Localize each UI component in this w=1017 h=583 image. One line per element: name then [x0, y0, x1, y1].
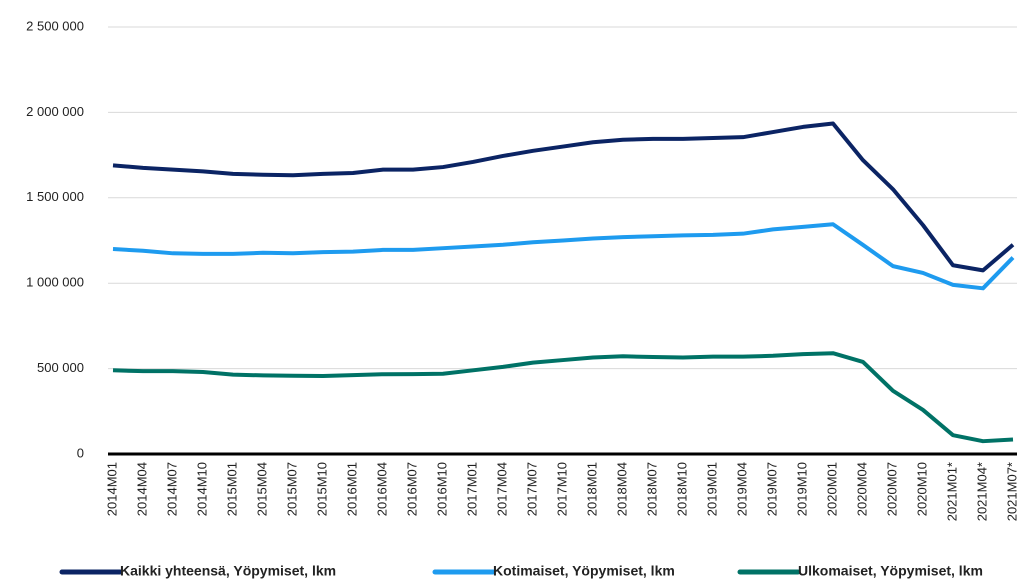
x-tick-label: 2018M10: [674, 462, 689, 516]
y-tick-label: 500 000: [37, 360, 84, 375]
y-tick-label: 1 000 000: [26, 275, 84, 290]
x-tick-label: 2015M07: [284, 462, 299, 516]
x-tick-label: 2017M07: [524, 462, 539, 516]
x-tick-label: 2016M07: [404, 462, 419, 516]
x-tick-label: 2015M04: [254, 462, 269, 516]
y-tick-label: 2 000 000: [26, 104, 84, 119]
x-tick-label: 2019M01: [704, 462, 719, 516]
x-tick-label: 2019M10: [794, 462, 809, 516]
x-tick-label: 2020M04: [854, 462, 869, 516]
y-tick-label: 1 500 000: [26, 189, 84, 204]
x-tick-label: 2015M01: [224, 462, 239, 516]
x-tick-label: 2018M04: [614, 462, 629, 516]
x-tick-label: 2014M10: [194, 462, 209, 516]
x-tick-label: 2019M04: [734, 462, 749, 516]
x-tick-label: 2021M07*: [1004, 462, 1017, 521]
x-tick-label: 2014M04: [134, 462, 149, 516]
x-tick-label: 2014M07: [164, 462, 179, 516]
x-tick-label: 2020M01: [824, 462, 839, 516]
legend-label: Kaikki yhteensä, Yöpymiset, lkm: [120, 563, 336, 579]
x-tick-label: 2021M01*: [944, 462, 959, 521]
x-tick-label: 2021M04*: [974, 462, 989, 521]
x-tick-label: 2016M10: [434, 462, 449, 516]
y-tick-label: 0: [77, 445, 84, 460]
series-line: [112, 222, 1015, 291]
x-tick-label: 2014M01: [104, 462, 119, 516]
legend-label: Kotimaiset, Yöpymiset, lkm: [493, 563, 675, 579]
x-tick-label: 2019M07: [764, 462, 779, 516]
x-tick-label: 2015M10: [314, 462, 329, 516]
x-tick-label: 2020M10: [914, 462, 929, 516]
legend-label: Ulkomaiset, Yöpymiset, lkm: [798, 563, 983, 579]
x-tick-label: 2017M10: [554, 462, 569, 516]
series-line: [112, 351, 1014, 444]
x-tick-label: 2018M07: [644, 462, 659, 516]
x-tick-label: 2016M01: [344, 462, 359, 516]
x-tick-label: 2017M04: [494, 462, 509, 516]
x-tick-label: 2017M01: [464, 462, 479, 516]
x-tick-label: 2016M04: [374, 462, 389, 516]
series-line: [112, 121, 1015, 273]
y-tick-label: 2 500 000: [26, 18, 84, 33]
x-tick-label: 2020M07: [884, 462, 899, 516]
x-tick-label: 2018M01: [584, 462, 599, 516]
